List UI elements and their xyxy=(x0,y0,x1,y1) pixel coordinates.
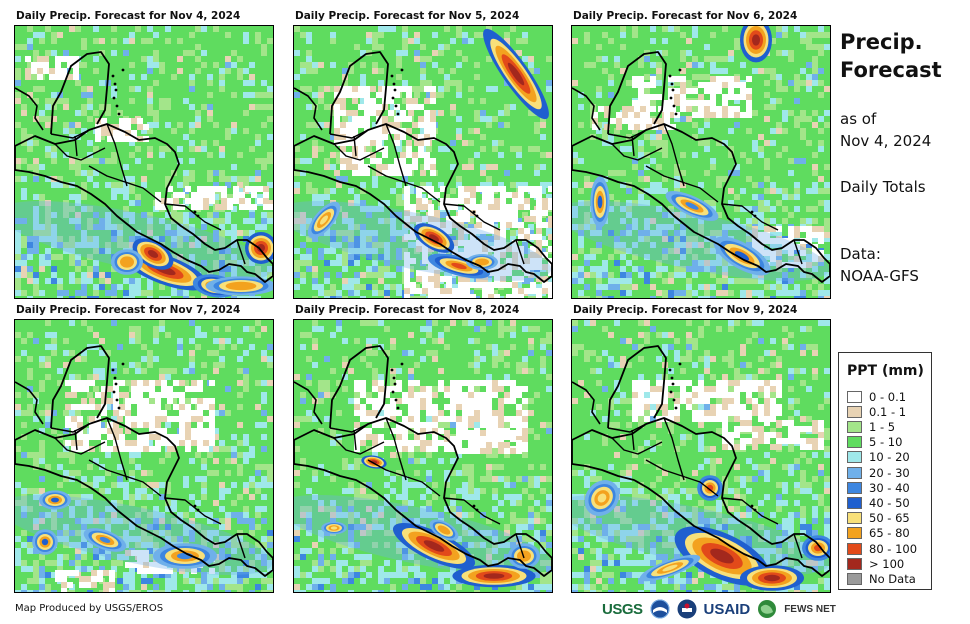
legend-label: 5 - 10 xyxy=(869,435,903,450)
precip-map-svg xyxy=(294,26,552,298)
usaid-logo: USAID xyxy=(703,600,751,618)
legend-label: 40 - 50 xyxy=(869,495,910,510)
legend-row: 5 - 10 xyxy=(847,435,902,450)
legend-label: 0.1 - 1 xyxy=(869,404,907,419)
legend-label: No Data xyxy=(869,571,916,586)
forecast-panel-2: Daily Precip. Forecast for Nov 5, 2024 xyxy=(293,10,555,300)
legend-swatch xyxy=(847,436,862,449)
legend-label: 65 - 80 xyxy=(869,526,910,541)
forecast-panel-3: Daily Precip. Forecast for Nov 6, 2024 xyxy=(571,10,833,300)
forecast-panel-1: Daily Precip. Forecast for Nov 4, 2024 xyxy=(14,10,276,300)
asof-date: Nov 4, 2024 xyxy=(840,132,932,150)
panel-title: Daily Precip. Forecast for Nov 4, 2024 xyxy=(16,10,241,22)
legend-title: PPT (mm) xyxy=(847,363,924,379)
legend-row: > 100 xyxy=(847,556,904,571)
panel-title: Daily Precip. Forecast for Nov 8, 2024 xyxy=(295,304,520,316)
side-title-line1: Precip. xyxy=(840,30,923,54)
legend-row: 30 - 40 xyxy=(847,480,910,495)
legend-label: > 100 xyxy=(869,556,905,571)
forecast-panel-5: Daily Precip. Forecast for Nov 8, 2024 xyxy=(293,304,555,594)
legend-label: 80 - 100 xyxy=(869,541,918,556)
legend-row: 50 - 65 xyxy=(847,511,910,526)
legend-swatch xyxy=(847,527,862,540)
legend-swatch xyxy=(847,496,862,509)
legend-swatch xyxy=(847,390,862,403)
legend-row: 40 - 50 xyxy=(847,495,910,510)
legend-swatch xyxy=(847,572,862,585)
legend-swatch xyxy=(847,542,862,555)
data-source: NOAA-GFS xyxy=(840,267,919,285)
precip-map xyxy=(293,319,553,593)
noaa-seal-icon xyxy=(650,599,670,619)
legend-swatch xyxy=(847,420,862,433)
usgs-logo: USGS xyxy=(602,600,643,618)
legend-label: 50 - 65 xyxy=(869,511,910,526)
legend-row: 80 - 100 xyxy=(847,541,917,556)
fews-net-logo: FEWS NET xyxy=(784,603,836,615)
precip-map xyxy=(571,319,831,593)
precip-map-svg xyxy=(294,320,552,592)
logo-strip: USGS USAID FEWS NET xyxy=(602,598,836,620)
legend-label: 1 - 5 xyxy=(869,419,896,434)
fews-globe-icon xyxy=(758,600,777,618)
side-title-line2: Forecast xyxy=(840,58,942,82)
legend-label: 30 - 40 xyxy=(869,480,910,495)
legend-label: 20 - 30 xyxy=(869,465,910,480)
legend-label: 0 - 0.1 xyxy=(869,389,907,404)
panel-title: Daily Precip. Forecast for Nov 5, 2024 xyxy=(295,10,520,22)
precip-map xyxy=(571,25,831,299)
asof-label: as of xyxy=(840,110,877,128)
side-title: Precip. Forecast xyxy=(840,28,942,84)
legend-row: 65 - 80 xyxy=(847,526,910,541)
panel-title: Daily Precip. Forecast for Nov 7, 2024 xyxy=(16,304,241,316)
legend-swatch xyxy=(847,512,862,525)
precip-map xyxy=(14,319,274,593)
legend-row: 20 - 30 xyxy=(847,465,910,480)
panel-title: Daily Precip. Forecast for Nov 9, 2024 xyxy=(573,304,798,316)
precip-map xyxy=(14,25,274,299)
legend-swatch xyxy=(847,451,862,464)
usaid-seal-icon xyxy=(677,599,697,619)
precip-map xyxy=(293,25,553,299)
legend-swatch xyxy=(847,405,862,418)
data-label: Data: xyxy=(840,245,881,263)
legend-swatch xyxy=(847,481,862,494)
legend-row: 0 - 0.1 xyxy=(847,389,906,404)
precip-map-svg xyxy=(15,320,273,592)
legend-row: No Data xyxy=(847,571,916,586)
legend-row: 0.1 - 1 xyxy=(847,404,906,419)
legend-swatch xyxy=(847,466,862,479)
precip-map-svg xyxy=(572,26,830,298)
legend-row: 1 - 5 xyxy=(847,419,895,434)
legend-row: 10 - 20 xyxy=(847,450,910,465)
panel-title: Daily Precip. Forecast for Nov 6, 2024 xyxy=(573,10,798,22)
precip-map-svg xyxy=(572,320,830,592)
forecast-panel-4: Daily Precip. Forecast for Nov 7, 2024 xyxy=(14,304,276,594)
totals-label: Daily Totals xyxy=(840,178,926,196)
legend-swatch xyxy=(847,557,862,570)
forecast-panel-6: Daily Precip. Forecast for Nov 9, 2024 xyxy=(571,304,833,594)
credit-text: Map Produced by USGS/EROS xyxy=(15,603,164,614)
precip-map-svg xyxy=(15,26,273,298)
legend-label: 10 - 20 xyxy=(869,450,910,465)
